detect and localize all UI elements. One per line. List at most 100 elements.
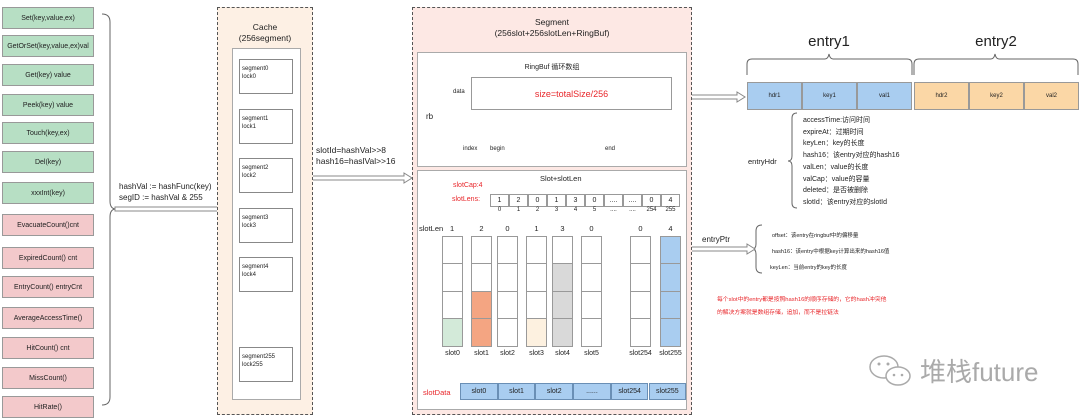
entry-hdr-field: expireAt：过期时间 [803, 128, 864, 136]
api-button[interactable]: Get(key) value [2, 64, 94, 86]
slot-cell [527, 237, 546, 265]
entry-hdr-field: slotId：该entry对应的slotId [803, 198, 888, 206]
api-button[interactable]: Peek(key) value [2, 94, 94, 116]
slot-name: slot1 [474, 350, 489, 357]
data-label: data [453, 89, 465, 95]
slot-len-value: 2 [479, 224, 484, 233]
slot-data-cell: slot2 [535, 383, 574, 400]
slot-data-cell: ...... [573, 383, 611, 400]
segment-name: segment1 [242, 116, 269, 122]
slot-column [471, 236, 492, 347]
slot-len-cell: .... [604, 194, 623, 207]
api-button[interactable]: Touch(key,ex) [2, 122, 94, 144]
slot-data-cell: slot254 [610, 383, 649, 400]
segment-item: segment2 lock2 [239, 158, 293, 193]
slot-cell [443, 318, 462, 346]
slot-cell [631, 319, 650, 346]
slot-hash-line1: slotId=hashVal>>8 [316, 145, 387, 155]
slot-len-cell: 0 [528, 194, 547, 207]
slot-len-index: 5 [592, 207, 597, 213]
segment-subtitle: (256slot+256slotLen+RingBuf) [494, 28, 610, 38]
slot-len-cell: 1 [547, 194, 566, 207]
slot-len-index: .... [629, 207, 636, 213]
slot-len-cell: 1 [490, 194, 509, 207]
slot-len-index: 254 [646, 207, 657, 213]
slot-cell [443, 264, 462, 292]
slot-column [497, 236, 518, 347]
cache-title: Cache (256segment) [217, 22, 313, 44]
api-button[interactable]: GetOrSet(key,value,ex)val [2, 35, 94, 57]
slot-name: slot254 [629, 350, 652, 357]
watermark-text: 堆栈future [920, 357, 1039, 387]
slot-cell [443, 237, 462, 265]
slot-cell [661, 237, 680, 265]
slot-len-index: 4 [573, 207, 578, 213]
segment-item: segment1 lock1 [239, 109, 293, 144]
slot-len-cell: 3 [566, 194, 585, 207]
api-button[interactable]: HitCount() cnt [2, 337, 94, 359]
api-button[interactable]: ExpiredCount() cnt [2, 247, 94, 269]
slot-column [442, 236, 463, 347]
slot-hash-formula: slotId=hashVal>>8 hash16=haslVal>>16 [316, 145, 395, 167]
entry-hdr-field: hash16：该entry对应的hash16 [803, 152, 900, 160]
slot-cell [472, 318, 491, 346]
ringbuf-size: size=totalSize/256 [534, 88, 609, 99]
entry-label: entry1 [808, 33, 850, 50]
slot-cell [631, 264, 650, 292]
slot-len-cell: .... [623, 194, 642, 207]
entry-cell: val1 [857, 82, 912, 110]
entry-ptr-label: entryPtr [702, 235, 731, 244]
segment-lock: lock1 [242, 124, 257, 130]
note-line2: 的解决方案就是数组存储，追加，而不是拉链法 [717, 310, 839, 316]
slot-name: slot0 [445, 350, 460, 357]
entry-cell: hdr1 [747, 82, 802, 110]
slot-name: slot4 [555, 350, 570, 357]
segment-item: segment3 lock3 [239, 208, 293, 243]
slot-cell [582, 292, 601, 319]
slot-column [630, 236, 651, 347]
cache-title-text: Cache [252, 22, 278, 32]
entry-cell: key2 [969, 82, 1024, 110]
pointer-begin: begin [490, 146, 505, 152]
slot-cell [631, 292, 650, 319]
segment-lock: lock4 [242, 272, 257, 278]
entry-label: entry2 [975, 33, 1017, 50]
segment-lock: lock3 [242, 223, 257, 229]
api-button[interactable]: Set(key,value,ex) [2, 7, 94, 29]
slot-title: Slot+slotLen [540, 174, 582, 183]
hash-line1: hashVal := hashFunc(key) [119, 182, 212, 191]
segment-name: segment255 [242, 354, 276, 360]
slot-len-cell: 0 [642, 194, 661, 207]
slot-len-value: 0 [638, 224, 643, 233]
api-button[interactable]: AverageAccessTime() [2, 307, 94, 329]
slot-column [660, 236, 681, 347]
entry-ptr-fields: offset：该entry在ringbuf中的偏移量 hash16：该entry中… [770, 228, 889, 276]
segment-title: Segment (256slot+256slotLen+RingBuf) [412, 17, 692, 39]
api-button[interactable]: HitRate() [2, 396, 94, 418]
slot-cell [631, 237, 650, 265]
slot-cell [582, 237, 601, 265]
slot-cell [582, 264, 601, 292]
api-button[interactable]: EvacuateCount()cnt [2, 214, 94, 236]
hash-formula: hashVal := hashFunc(key) segID := hashVa… [119, 181, 212, 203]
slot-cell [498, 319, 517, 346]
api-button[interactable]: EntryCount() entryCnt [2, 276, 94, 298]
slot-len-index: .... [610, 207, 617, 213]
segment-item: segment4 lock4 [239, 257, 293, 292]
slot-column [526, 236, 547, 347]
slot-name: slot5 [584, 350, 599, 357]
slot-name: slot2 [500, 350, 515, 357]
slot-cell [661, 264, 680, 292]
slot-data-label: slotData [423, 388, 451, 397]
slot-data-cell: slot255 [648, 383, 687, 400]
api-button[interactable]: MissCount() [2, 367, 94, 389]
entry-hdr-field: keyLen：key的长度 [803, 140, 865, 148]
slot-cell [553, 318, 572, 346]
slot-len-value: 3 [560, 224, 565, 233]
slot-cap: slotCap:4 [453, 182, 483, 189]
api-button[interactable]: xxxInt(key) [2, 182, 94, 204]
api-button[interactable]: Del(key) [2, 151, 94, 173]
entry-cell: val2 [1024, 82, 1079, 110]
cache-subtitle: (256segment) [238, 33, 292, 43]
pointer-end: end [605, 146, 616, 152]
